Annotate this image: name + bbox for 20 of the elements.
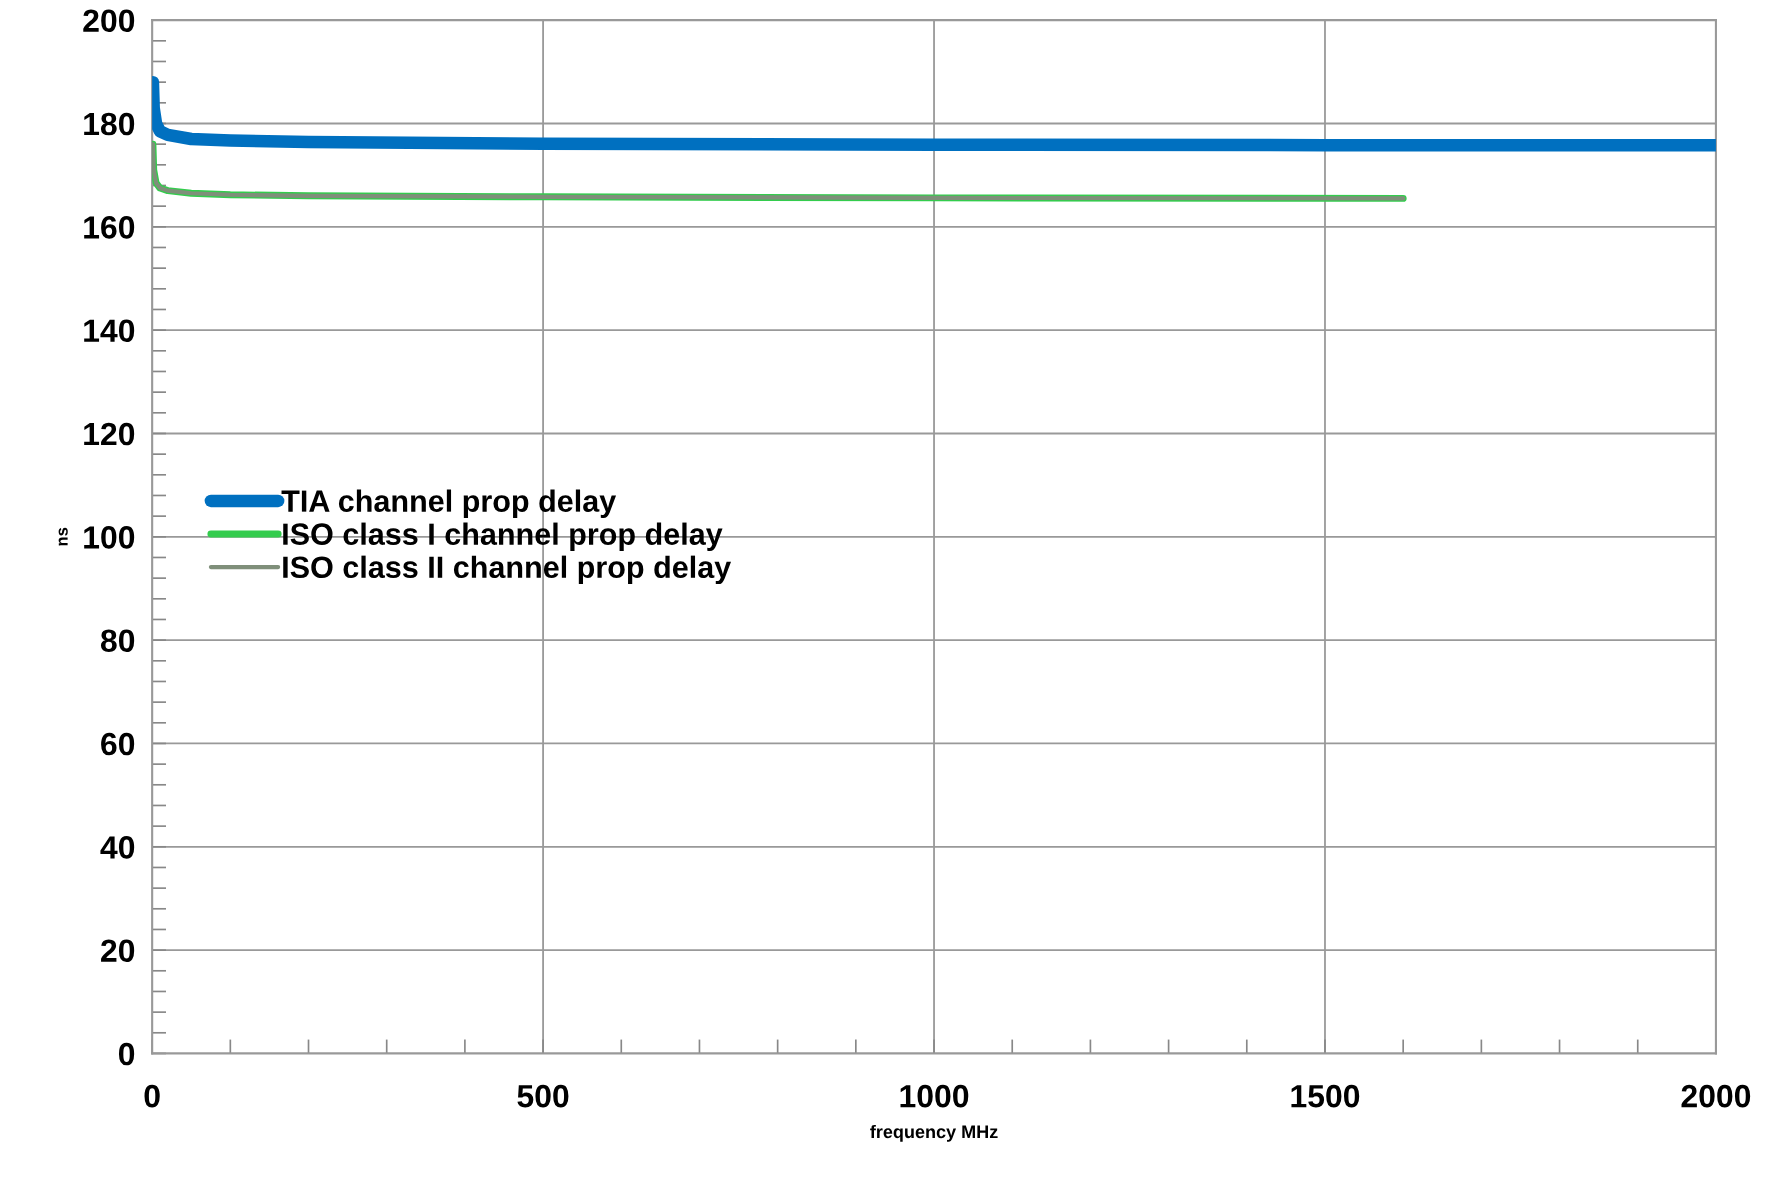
y-tick-label: 160: [84, 216, 135, 239]
y-tick-label: 120: [84, 422, 135, 446]
y-tick-label: 100: [84, 526, 135, 549]
x-tick-label: 0: [144, 1084, 160, 1108]
y-tick-label: 40: [100, 836, 135, 859]
y-tick-label: 0: [118, 1042, 135, 1066]
legend-label: ISO class I channel prop delay: [283, 522, 723, 552]
x-tick-label: 1000: [900, 1084, 969, 1108]
y-tick-label: 20: [101, 939, 135, 963]
y-tick-label: 200: [83, 9, 135, 33]
x-tick-label: 1500: [1291, 1084, 1360, 1108]
x-tick-label: 500: [517, 1084, 569, 1108]
y-tick-label: 180: [84, 112, 135, 136]
y-axis-title: ns: [58, 527, 68, 546]
y-tick-label: 60: [101, 732, 135, 756]
y-tick-label: 80: [100, 629, 135, 653]
x-axis-title: frequency MHz: [870, 1124, 998, 1142]
y-tick-label: 140: [84, 319, 135, 343]
legend-label: ISO class II channel prop delay: [283, 555, 732, 585]
x-tick-label: 2000: [1681, 1084, 1751, 1108]
